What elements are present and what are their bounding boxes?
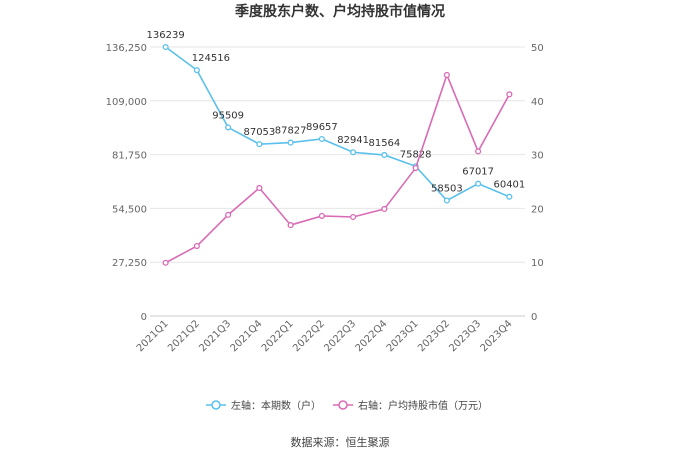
series-line-left <box>165 46 510 202</box>
data-point <box>162 259 169 266</box>
left-tick-label: 136,250 <box>106 43 147 54</box>
left-tick-label: 0 <box>141 312 147 323</box>
data-point <box>350 149 357 156</box>
data-point <box>475 180 482 187</box>
data-point <box>318 212 325 219</box>
legend-label: 左轴：本期数（户） <box>231 399 321 412</box>
data-point <box>506 193 513 200</box>
left-axis-ticks: 0 27,250 54,500 81,750 109,000 136,250 <box>106 43 147 323</box>
x-tick-label: 2021Q2 <box>166 318 202 354</box>
data-point <box>443 71 450 79</box>
data-label: 124516 <box>192 53 230 64</box>
chart-title: 季度股东户数、户均持股市值情况 <box>234 3 445 20</box>
data-label: 75828 <box>400 149 432 160</box>
data-point <box>381 205 388 212</box>
x-tick-label: 2021Q1 <box>135 318 171 354</box>
x-tick-label: 2021Q3 <box>197 318 233 354</box>
x-tick-label: 2022Q3 <box>322 318 358 354</box>
right-tick-label: 20 <box>531 204 544 215</box>
x-tick-label: 2023Q3 <box>447 318 483 354</box>
data-label: 67017 <box>462 167 494 178</box>
data-point <box>350 213 357 221</box>
data-point <box>475 148 482 155</box>
right-tick-label: 50 <box>531 43 544 54</box>
data-label: 87827 <box>275 126 307 137</box>
data-label: 58503 <box>431 183 463 194</box>
right-tick-label: 40 <box>531 97 544 108</box>
data-point <box>193 67 200 74</box>
data-label: 95509 <box>212 110 244 121</box>
data-point <box>162 43 169 51</box>
series-line-right <box>165 72 511 264</box>
legend-marker <box>338 400 348 410</box>
data-point <box>287 139 294 146</box>
data-point <box>256 141 263 148</box>
data-point <box>287 222 294 229</box>
data-label: 89657 <box>306 122 338 133</box>
left-tick-label: 27,250 <box>112 258 147 269</box>
data-label: 87053 <box>243 127 275 138</box>
left-tick-label: 109,000 <box>106 97 147 108</box>
x-tick-label: 2023Q4 <box>479 318 515 354</box>
data-label: 81564 <box>368 138 400 149</box>
data-label: 136239 <box>147 30 185 41</box>
data-point <box>225 211 232 218</box>
data-label: 60401 <box>493 180 525 191</box>
data-point <box>193 243 200 250</box>
series-layer: 136239 124516 95509 87053 87827 89657 82941 815… <box>147 30 525 266</box>
legend[interactable]: 左轴：本期数（户） 右轴：户均持股市值（万元） <box>206 399 488 412</box>
data-point <box>381 151 388 159</box>
left-tick-label: 81,750 <box>112 151 147 162</box>
data-point <box>225 124 232 131</box>
x-tick-label: 2023Q1 <box>385 318 421 354</box>
x-tick-label: 2023Q2 <box>416 318 452 354</box>
x-tick-label: 2022Q4 <box>354 318 390 354</box>
right-tick-label: 30 <box>531 151 544 162</box>
legend-label: 右轴：户均持股市值（万元） <box>358 399 488 412</box>
data-point <box>318 135 325 143</box>
right-tick-label: 10 <box>531 258 544 269</box>
left-tick-label: 54,500 <box>112 204 147 215</box>
x-tick-label: 2021Q4 <box>229 318 265 354</box>
x-axis-ticks: 2021Q12021Q22021Q32021Q42022Q12022Q22022… <box>135 318 515 354</box>
data-source: 数据来源：恒生聚源 <box>291 435 390 449</box>
right-tick-label: 0 <box>531 312 537 323</box>
data-point <box>256 184 263 192</box>
legend-marker <box>211 400 221 410</box>
data-label: 82941 <box>337 135 369 146</box>
x-tick-label: 2022Q2 <box>291 318 327 354</box>
right-axis-ticks: 0 10 20 30 40 50 <box>531 43 544 323</box>
data-point <box>443 197 450 204</box>
data-point <box>412 165 419 172</box>
grid <box>150 46 525 317</box>
data-point <box>506 91 513 98</box>
x-tick-label: 2022Q1 <box>260 318 296 354</box>
